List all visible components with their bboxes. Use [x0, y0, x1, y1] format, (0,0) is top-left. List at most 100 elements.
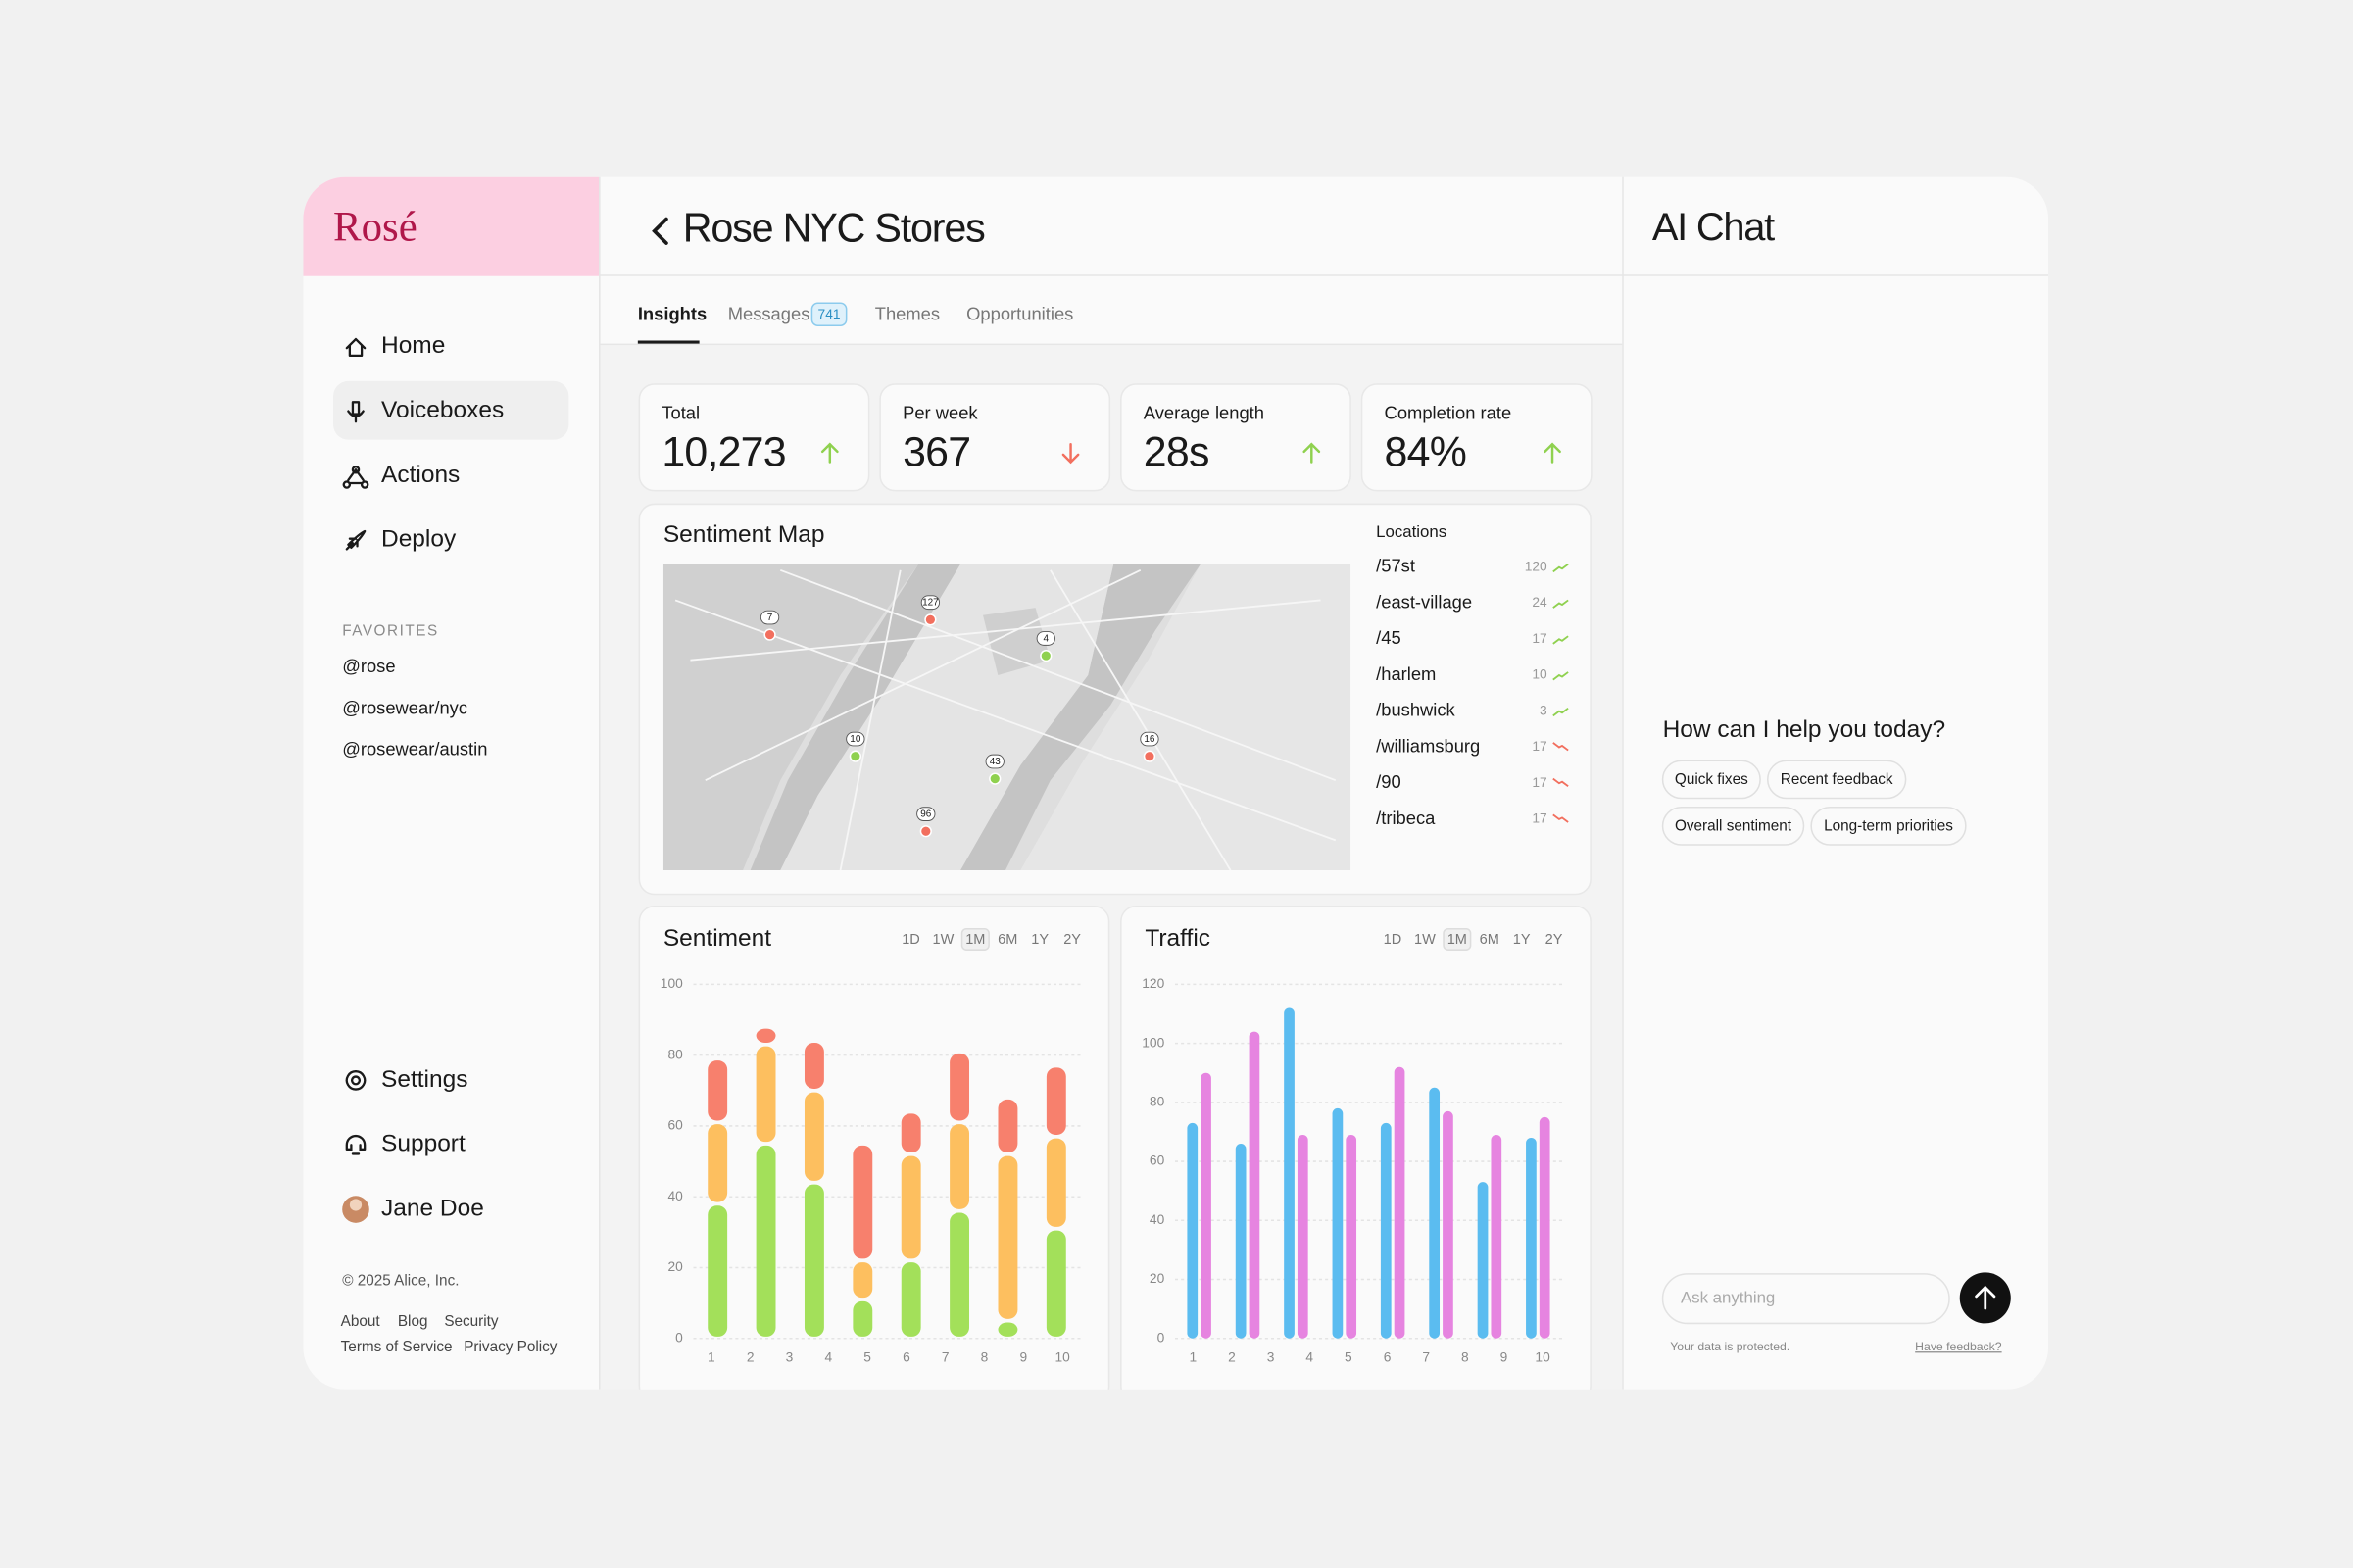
- bar-segment: [804, 1184, 824, 1337]
- location-name[interactable]: /tribeca: [1376, 808, 1436, 828]
- location-name[interactable]: /45: [1376, 627, 1401, 648]
- bar-segment: [950, 1124, 970, 1209]
- x-tick-label: 3: [1267, 1349, 1275, 1364]
- range-option[interactable]: 6M: [998, 932, 1017, 948]
- x-tick-label: 10: [1535, 1349, 1550, 1364]
- range-option[interactable]: 2Y: [1545, 932, 1563, 948]
- footer-link[interactable]: About: [341, 1313, 381, 1330]
- bar-segment: [708, 1124, 728, 1202]
- tab[interactable]: Opportunities: [966, 303, 1073, 323]
- nav-icon: [345, 1134, 367, 1155]
- pin-bubble: [760, 610, 780, 625]
- stat-card: [638, 383, 870, 492]
- x-tick-label: 2: [1228, 1349, 1236, 1364]
- range-option[interactable]: 2Y: [1063, 932, 1081, 948]
- x-tick-label: 3: [786, 1349, 794, 1364]
- feedback-link[interactable]: Have feedback?: [1915, 1340, 2002, 1353]
- nav-item[interactable]: Support: [381, 1131, 466, 1157]
- location-trend: [1552, 671, 1569, 681]
- pin-bubble: [1036, 631, 1055, 646]
- bar: [1526, 1137, 1537, 1339]
- tab[interactable]: Insights: [638, 303, 707, 323]
- user-name[interactable]: Jane Doe: [381, 1196, 484, 1222]
- favorite-item[interactable]: @rosewear/austin: [342, 738, 487, 759]
- location-name[interactable]: /90: [1376, 771, 1401, 792]
- stat-label: Per week: [903, 402, 978, 422]
- tab-badge: [810, 302, 848, 327]
- footer-link[interactable]: Blog: [398, 1313, 428, 1330]
- x-tick-label: 5: [1345, 1349, 1352, 1364]
- range-option[interactable]: 1W: [1414, 932, 1436, 948]
- map-pin[interactable]: [989, 772, 1002, 785]
- favorite-item[interactable]: @rosewear/nyc: [342, 697, 467, 717]
- suggestion-chip[interactable]: [1766, 760, 1907, 800]
- x-tick-label: 6: [903, 1349, 910, 1364]
- location-count: 3: [1540, 703, 1547, 717]
- chat-prompt: How can I help you today?: [1663, 716, 1946, 743]
- bar-segment: [853, 1300, 873, 1337]
- pin-label: 7: [767, 612, 773, 623]
- suggestion-chip[interactable]: [1661, 760, 1761, 800]
- bar-segment: [1046, 1067, 1066, 1135]
- location-name[interactable]: /bushwick: [1376, 700, 1455, 720]
- map-pin[interactable]: [924, 613, 937, 626]
- map-pin[interactable]: [849, 750, 861, 762]
- bar-segment: [853, 1145, 873, 1259]
- footer-link[interactable]: Terms of Service: [341, 1339, 453, 1355]
- map-pin[interactable]: [1143, 750, 1156, 762]
- nav-item[interactable]: Voiceboxes: [381, 397, 504, 423]
- nav-icon: [345, 1070, 367, 1091]
- x-tick-label: 4: [1305, 1349, 1313, 1364]
- brand-bar: [303, 176, 600, 276]
- y-tick-label: 60: [1150, 1153, 1165, 1168]
- map-pin[interactable]: [1040, 649, 1053, 662]
- map-pin[interactable]: [763, 628, 776, 641]
- favorite-item[interactable]: @rose: [342, 656, 395, 676]
- nav-item[interactable]: Settings: [381, 1066, 467, 1093]
- x-tick-label: 6: [1384, 1349, 1392, 1364]
- back-button[interactable]: [652, 217, 668, 245]
- pin-bubble: [846, 731, 865, 747]
- nav-item[interactable]: Deploy: [381, 526, 457, 553]
- chat-input[interactable]: [1661, 1273, 1950, 1325]
- tab[interactable]: Themes: [875, 303, 940, 323]
- range-option[interactable]: 6M: [1480, 932, 1499, 948]
- stat-label: Total: [662, 402, 700, 422]
- bar: [1187, 1122, 1199, 1339]
- suggestion-chip[interactable]: [1661, 806, 1805, 846]
- map-pin[interactable]: [919, 825, 932, 838]
- footer-link[interactable]: Privacy Policy: [464, 1339, 558, 1355]
- bar: [1235, 1144, 1247, 1339]
- range-option[interactable]: 1Y: [1513, 932, 1531, 948]
- stat-card: [879, 383, 1111, 492]
- y-tick-label: 0: [675, 1330, 683, 1345]
- range-option[interactable]: 1M: [965, 932, 985, 948]
- y-tick-label: 60: [667, 1118, 683, 1133]
- location-trend: [1552, 742, 1569, 752]
- bar-segment: [804, 1092, 824, 1181]
- location-name[interactable]: /harlem: [1376, 663, 1436, 684]
- suggestion-chip[interactable]: [1810, 806, 1967, 846]
- range-option[interactable]: 1M: [1447, 932, 1467, 948]
- nav-item[interactable]: Actions: [381, 462, 460, 488]
- tab[interactable]: Messages: [728, 303, 810, 323]
- range-option[interactable]: 1Y: [1031, 932, 1049, 948]
- bar: [1332, 1107, 1344, 1339]
- footer-link[interactable]: Security: [444, 1313, 499, 1330]
- location-name[interactable]: /east-village: [1376, 591, 1472, 612]
- bar-segment: [1046, 1230, 1066, 1337]
- location-name[interactable]: /williamsburg: [1376, 735, 1480, 756]
- bar-segment: [901, 1262, 921, 1337]
- stat-value: 10,273: [662, 428, 786, 475]
- y-tick-label: 80: [667, 1047, 683, 1061]
- range-option[interactable]: 1D: [902, 932, 920, 948]
- location-count: 24: [1532, 595, 1547, 610]
- bar: [1477, 1182, 1489, 1339]
- nav-item[interactable]: Home: [381, 332, 445, 359]
- range-option[interactable]: 1W: [933, 932, 955, 948]
- chart-title: Traffic: [1145, 925, 1210, 952]
- x-tick-label: 10: [1054, 1349, 1070, 1364]
- location-name[interactable]: /57st: [1376, 556, 1415, 576]
- y-tick-label: 0: [1157, 1330, 1165, 1345]
- range-option[interactable]: 1D: [1384, 932, 1402, 948]
